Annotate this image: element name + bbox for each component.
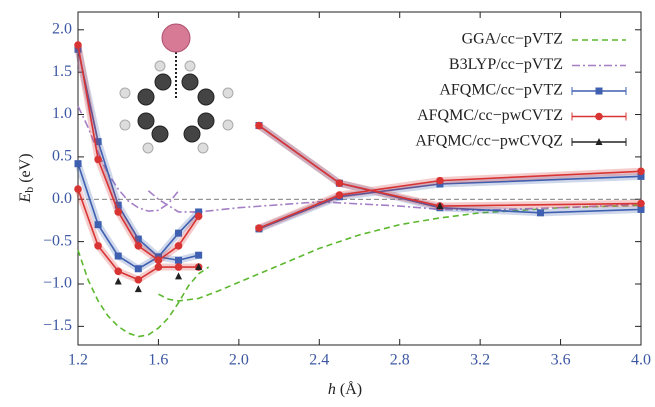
marker: [74, 41, 82, 49]
marker: [174, 263, 183, 271]
x-tick-label: 1.6: [148, 352, 168, 369]
marker: [74, 185, 82, 193]
legend-label: AFQMC/cc−pwCVTZ: [417, 107, 563, 124]
y-tick-label: −0.5: [43, 232, 72, 249]
marker: [335, 179, 344, 187]
marker: [114, 208, 123, 216]
marker: [94, 221, 102, 229]
y-tick-label: 1.5: [52, 63, 72, 80]
y-label: E: [17, 193, 34, 204]
marker: [436, 202, 444, 210]
marker: [637, 172, 645, 180]
marker: [134, 285, 142, 293]
x-tick-label: 3.2: [470, 352, 490, 369]
marker: [154, 256, 163, 265]
marker: [134, 275, 143, 284]
marker: [114, 252, 122, 260]
y-tick-label: 0.5: [52, 148, 72, 165]
marker: [255, 224, 263, 232]
marker: [114, 277, 122, 285]
marker: [94, 242, 102, 250]
y-label-sub: b: [22, 187, 36, 193]
marker: [637, 167, 645, 176]
x-tick-label: 4.0: [631, 352, 651, 369]
marker: [335, 191, 344, 199]
marker: [195, 251, 203, 259]
x-label-unit: (Å): [340, 380, 362, 398]
marker: [595, 112, 603, 121]
marker: [94, 155, 102, 164]
marker: [175, 272, 183, 280]
marker: [174, 242, 183, 250]
x-label: h: [328, 381, 336, 398]
x-tick-label: 2.8: [390, 352, 410, 369]
y-axis-label: Eb (eV): [17, 153, 36, 203]
y-tick-label: −1.5: [43, 317, 72, 334]
marker: [595, 87, 603, 95]
series-line: [77, 204, 642, 338]
marker: [154, 263, 163, 271]
marker: [114, 267, 123, 276]
marker: [74, 160, 82, 168]
marker: [175, 229, 183, 237]
x-tick-label: 1.2: [68, 352, 88, 369]
molecule-icon: [119, 23, 234, 154]
marker: [194, 212, 203, 221]
marker: [595, 138, 603, 145]
marker: [637, 199, 645, 208]
marker: [436, 176, 444, 185]
legend-label: GGA/cc−pVTZ: [462, 31, 563, 48]
x-tick-label: 2.0: [229, 352, 249, 369]
marker: [175, 256, 183, 264]
y-tick-label: −1.0: [43, 275, 72, 292]
legend-label: AFQMC/cc−pwCVQZ: [415, 133, 563, 150]
marker: [536, 209, 544, 217]
series-line: [77, 105, 642, 213]
marker: [637, 205, 645, 213]
y-label-unit: (eV): [17, 153, 34, 182]
marker: [195, 263, 203, 271]
marker: [195, 208, 203, 216]
marker: [94, 138, 102, 146]
legend-label: AFQMC/cc−pVTZ: [439, 82, 563, 99]
marker: [255, 121, 263, 130]
x-tick-label: 3.6: [551, 352, 571, 369]
y-tick-label: 1.0: [52, 105, 72, 122]
marker: [134, 242, 143, 250]
marker: [114, 201, 122, 209]
x-tick-label: 2.4: [309, 352, 329, 369]
y-tick-label: 2.0: [52, 20, 72, 37]
x-axis-label: h (Å): [328, 380, 362, 398]
marker: [134, 235, 142, 243]
legend-label: B3LYP/cc−pVTZ: [449, 56, 563, 73]
y-tick-label: 0.0: [52, 190, 72, 207]
marker: [134, 265, 142, 273]
